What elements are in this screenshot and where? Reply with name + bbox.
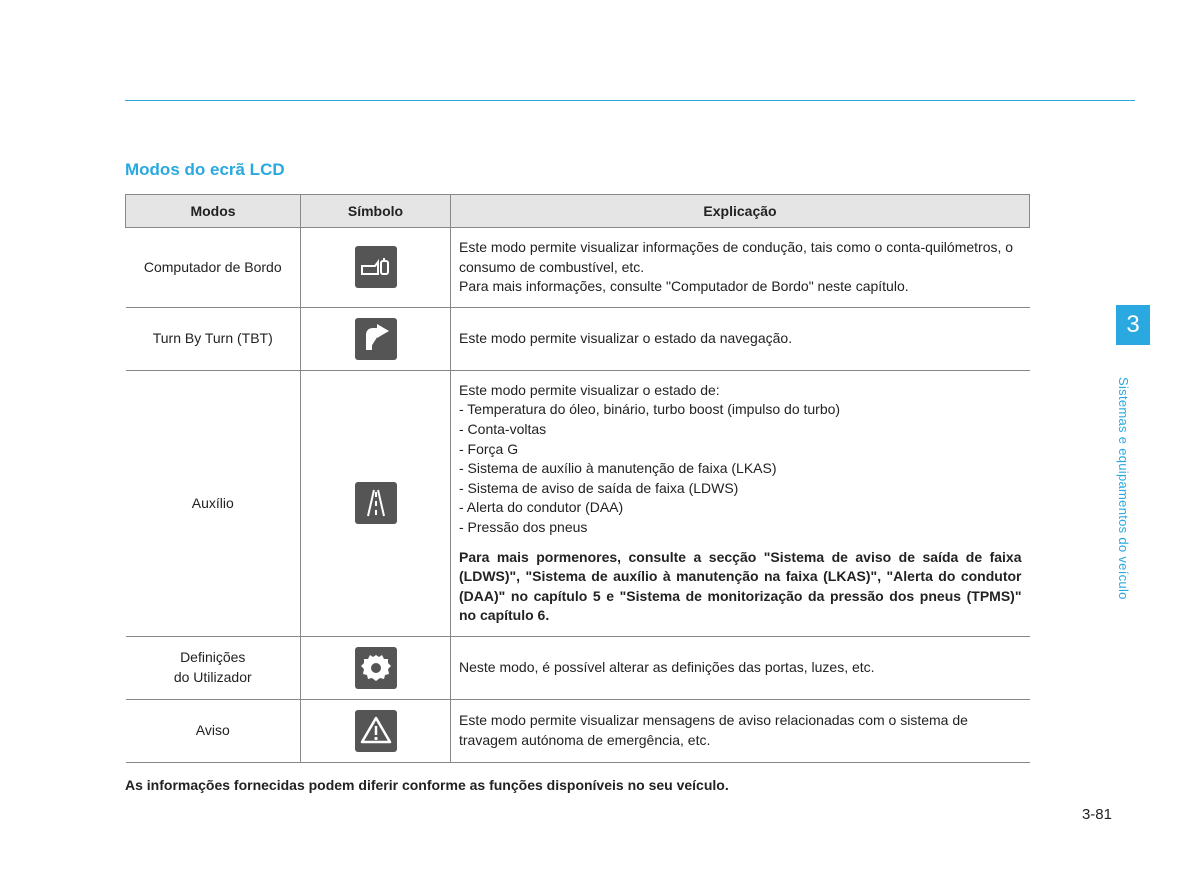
header-modes: Modos (126, 195, 301, 228)
mode-cell: Definições do Utilizador (126, 636, 301, 699)
table-row: Definições do Utilizador Neste modo, é p… (126, 636, 1030, 699)
table-row: Computador de Bordo Este modo permite vi… (126, 228, 1030, 308)
explanation-cell: Neste modo, é possível alterar as defini… (451, 636, 1030, 699)
mode-cell: Aviso (126, 699, 301, 762)
explanation-item: - Sistema de aviso de saída de faixa (LD… (459, 479, 1022, 499)
lane-assist-icon (355, 482, 397, 524)
symbol-cell (301, 307, 451, 370)
header-symbol: Símbolo (301, 195, 451, 228)
trip-computer-icon (355, 246, 397, 288)
mode-cell: Turn By Turn (TBT) (126, 307, 301, 370)
symbol-cell (301, 699, 451, 762)
explanation-cell: Este modo permite visualizar o estado da… (451, 307, 1030, 370)
lcd-modes-table: Modos Símbolo Explicação Computador de B… (125, 194, 1030, 763)
turn-arrow-icon (355, 318, 397, 360)
table-header-row: Modos Símbolo Explicação (126, 195, 1030, 228)
page-number: 3-81 (1082, 806, 1112, 823)
section-title: Modos do ecrã LCD (125, 160, 1030, 180)
chapter-title: Sistemas e equipamentos do veículo (1116, 353, 1131, 623)
explanation-cell: Este modo permite visualizar o estado de… (451, 370, 1030, 636)
header-explanation: Explicação (451, 195, 1030, 228)
explanation-intro: Este modo permite visualizar o estado de… (459, 381, 1022, 401)
warning-icon (355, 710, 397, 752)
explanation-item: - Alerta do condutor (DAA) (459, 498, 1022, 518)
table-row: Turn By Turn (TBT) Este modo permite vis… (126, 307, 1030, 370)
symbol-cell (301, 636, 451, 699)
footnote: As informações fornecidas podem diferir … (125, 777, 1030, 793)
main-content: Modos do ecrã LCD Modos Símbolo Explicaç… (125, 160, 1030, 793)
explanation-bold: Para mais pormenores, consulte a secção … (459, 548, 1022, 626)
explanation-item: - Força G (459, 440, 1022, 460)
explanation-item: - Pressão dos pneus (459, 518, 1022, 538)
gear-icon (355, 647, 397, 689)
chapter-number: 3 (1116, 305, 1150, 345)
symbol-cell (301, 370, 451, 636)
table-row: Auxílio Este modo permite visualizar o e… (126, 370, 1030, 636)
table-row: Aviso Este modo permite visualizar mensa… (126, 699, 1030, 762)
explanation-cell: Este modo permite visualizar mensagens d… (451, 699, 1030, 762)
mode-cell: Auxílio (126, 370, 301, 636)
explanation-item: - Sistema de auxílio à manutenção de fai… (459, 459, 1022, 479)
mode-cell: Computador de Bordo (126, 228, 301, 308)
top-rule (125, 100, 1135, 101)
symbol-cell (301, 228, 451, 308)
explanation-item: - Conta-voltas (459, 420, 1022, 440)
explanation-item: - Temperatura do óleo, binário, turbo bo… (459, 400, 1022, 420)
side-tab: 3 Sistemas e equipamentos do veículo (1116, 305, 1150, 623)
explanation-cell: Este modo permite visualizar informações… (451, 228, 1030, 308)
